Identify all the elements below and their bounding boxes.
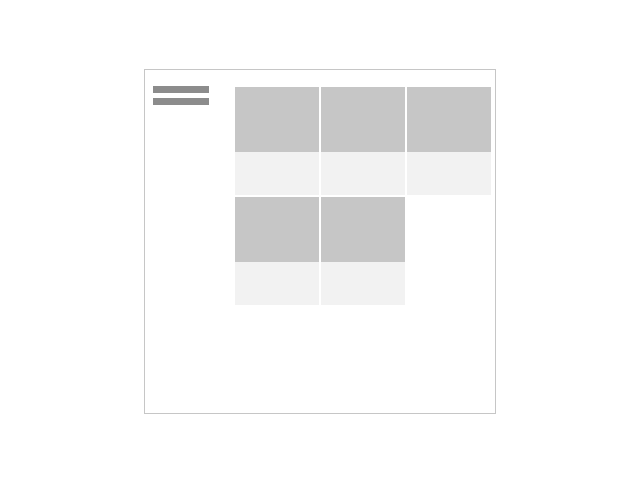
- app-window: [144, 69, 496, 414]
- hamburger-menu-icon[interactable]: [153, 86, 209, 106]
- card-caption: [235, 152, 319, 195]
- gallery-card[interactable]: [235, 197, 319, 305]
- menu-bar-line: [153, 86, 209, 93]
- menu-bar-line: [153, 98, 209, 105]
- thumbnail-image: [407, 87, 491, 152]
- card-caption: [321, 152, 405, 195]
- gallery-card[interactable]: [407, 87, 491, 195]
- gallery-card[interactable]: [321, 197, 405, 305]
- card-caption: [321, 262, 405, 305]
- gallery-card[interactable]: [235, 87, 319, 195]
- thumbnail-image: [321, 197, 405, 262]
- thumbnail-image: [321, 87, 405, 152]
- card-caption: [407, 152, 491, 195]
- gallery-card[interactable]: [321, 87, 405, 195]
- thumbnail-image: [235, 197, 319, 262]
- card-caption: [235, 262, 319, 305]
- thumbnail-image: [235, 87, 319, 152]
